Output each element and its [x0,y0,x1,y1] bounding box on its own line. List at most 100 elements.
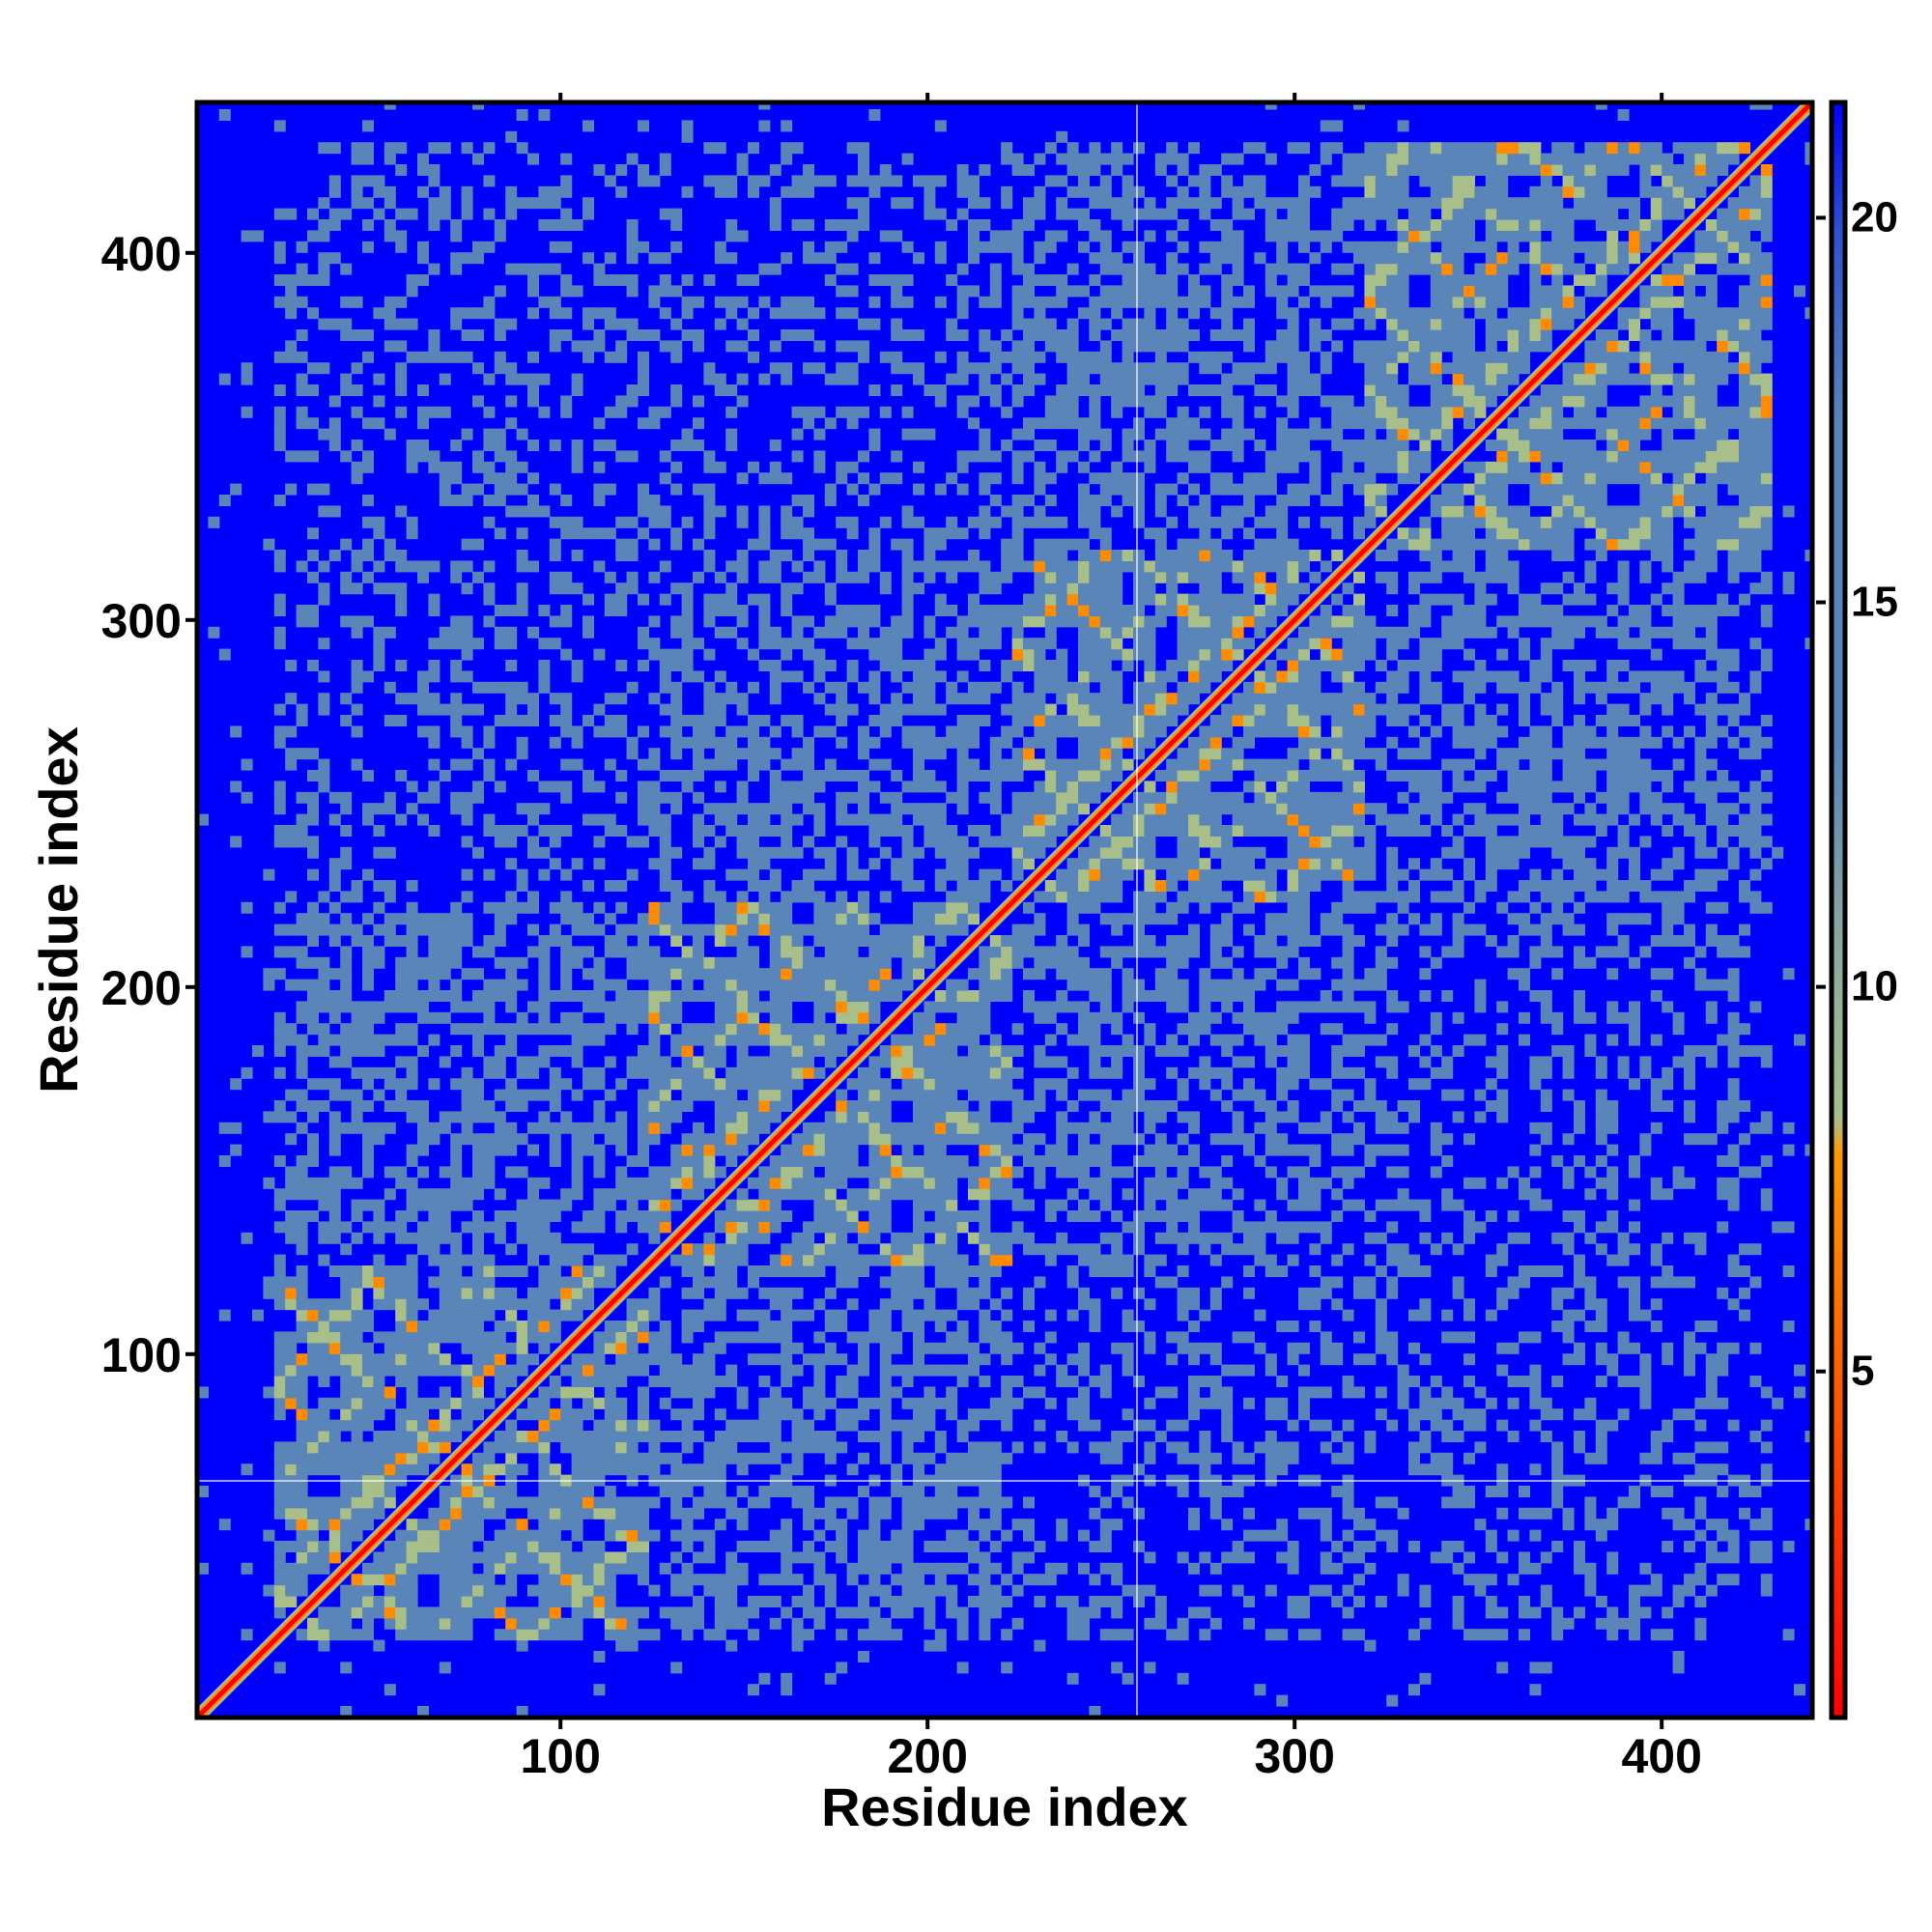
heatmap-cell [472,1551,484,1564]
heatmap-cell [560,956,573,969]
heatmap-cell [891,1331,903,1344]
heatmap-cell [1056,1133,1068,1146]
heatmap-cell [1519,1265,1530,1277]
heatmap-cell [505,1519,518,1531]
heatmap-cell [296,329,308,341]
heatmap-cell [428,1507,440,1520]
heatmap-cell [373,1133,385,1146]
heatmap-cell [494,1342,506,1354]
heatmap-cell [769,1486,781,1497]
heatmap-cell [1287,1353,1299,1366]
heatmap-cell [483,428,496,440]
heatmap-cell [1408,1199,1420,1211]
heatmap-cell [1375,1199,1387,1211]
heatmap-cell [1551,1408,1564,1421]
heatmap-cell [901,1419,914,1432]
heatmap-cell [670,1584,683,1597]
heatmap-cell [1276,1529,1289,1542]
heatmap-cell [593,1034,606,1046]
heatmap-cell [516,1265,528,1277]
heatmap-cell [218,1309,231,1321]
heatmap-cell [549,1265,561,1277]
heatmap-cell [1562,1617,1575,1630]
heatmap-cell [472,450,484,463]
heatmap-cell [450,1431,463,1442]
heatmap-cell [615,1321,628,1332]
heatmap-cell [1441,1397,1454,1409]
heatmap-cell [1023,1287,1035,1299]
heatmap-cell [1209,1376,1222,1387]
heatmap-cell [714,1629,726,1641]
heatmap-cell [1232,1243,1244,1256]
heatmap-cell [483,1265,496,1277]
heatmap-cell [538,1584,551,1597]
heatmap-cell [604,1056,616,1068]
heatmap-cell [351,1496,363,1509]
heatmap-cell [582,946,594,958]
heatmap-cell [461,329,473,341]
heatmap-cell [968,1596,980,1607]
heatmap-cell [384,1596,396,1607]
heatmap-cell [758,615,771,628]
heatmap-cell [373,1574,385,1586]
heatmap-cell [439,483,451,496]
heatmap-cell [1133,1210,1145,1222]
heatmap-cell [1606,1144,1619,1156]
heatmap-cell [538,1541,551,1552]
heatmap-cell [593,1441,606,1454]
heatmap-cell [626,1210,639,1222]
heatmap-cell [1717,1364,1729,1377]
heatmap-cell [659,1321,671,1332]
heatmap-cell [197,813,209,826]
heatmap-cell [1133,1419,1145,1432]
heatmap-cell [769,1001,781,1013]
heatmap-cell [923,1342,936,1354]
heatmap-cell [1551,1376,1564,1387]
heatmap-cell [659,923,671,936]
heatmap-cell [714,1243,726,1256]
heatmap-cell [1419,1353,1432,1366]
heatmap-cell [384,681,396,694]
heatmap-cell [1221,1486,1234,1497]
heatmap-cell [560,1496,573,1509]
heatmap-cell [417,1364,429,1377]
heatmap-cell [516,1331,528,1344]
heatmap-cell [638,120,649,132]
heatmap-cell [901,1321,914,1332]
heatmap-cell [439,1441,451,1454]
heatmap-cell [461,1364,473,1377]
heatmap-cell [483,1111,496,1123]
heatmap-cell [1166,1419,1179,1432]
heatmap-cell [505,1452,518,1464]
heatmap-cell [439,990,451,1002]
heatmap-cell [571,670,583,683]
heatmap-cell [273,120,286,132]
heatmap-cell [879,1276,892,1289]
heatmap-cell [714,1617,726,1630]
heatmap-cell [285,1364,298,1377]
heatmap-cell [1276,1265,1289,1277]
heatmap-cell [638,1111,649,1123]
heatmap-cell [505,1133,518,1146]
heatmap-cell [461,560,473,573]
heatmap-cell [758,736,771,749]
heatmap-cell [638,1507,649,1520]
heatmap-cell [373,1507,385,1520]
heatmap-cell [351,1507,363,1520]
heatmap-cell [1749,1276,1762,1289]
heatmap-cell [670,1551,683,1564]
heatmap-cell [296,1034,308,1046]
heatmap-cell [472,946,484,958]
heatmap-cell [1264,1629,1277,1641]
heatmap-cell [593,483,606,496]
heatmap-cell [439,185,451,198]
heatmap-cell [781,593,793,606]
heatmap-cell [318,483,330,496]
heatmap-cell [803,1265,814,1277]
heatmap-cell [703,1376,716,1387]
heatmap-cell [681,1463,694,1476]
heatmap-cell [1099,1441,1112,1454]
heatmap-cell [395,1463,408,1476]
heatmap-cell [1419,1617,1432,1630]
heatmap-cell [736,296,749,308]
